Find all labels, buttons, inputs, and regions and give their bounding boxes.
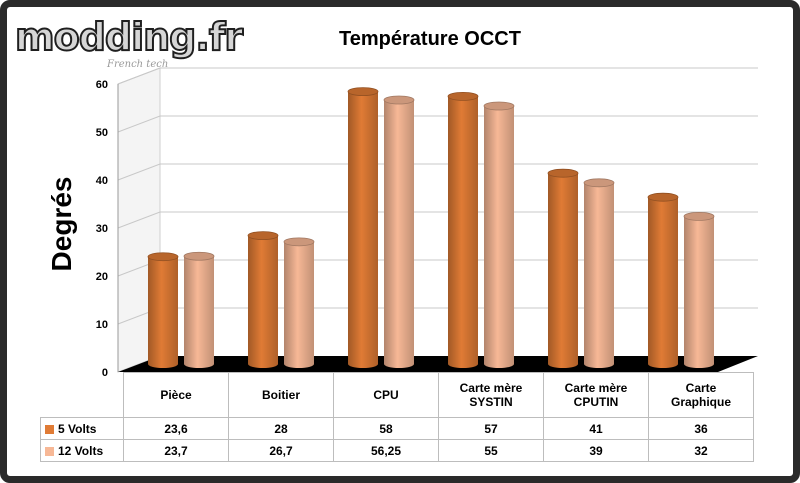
table-row: 5 Volts 23,6 28 58 57 41 36 xyxy=(40,417,754,440)
data-value: 23,7 xyxy=(123,439,229,462)
y-tick-label: 30 xyxy=(96,223,108,235)
bar-top xyxy=(283,237,315,247)
legend-entry: 5 Volts xyxy=(40,417,124,440)
data-value: 57 xyxy=(438,417,544,440)
data-value: 41 xyxy=(543,417,649,440)
data-value: 32 xyxy=(648,439,754,462)
data-value: 28 xyxy=(228,417,334,440)
category-label-line: Carte mère xyxy=(564,381,628,395)
category-label-line: CPU xyxy=(373,388,399,402)
bar-body xyxy=(184,256,214,368)
data-value: 36 xyxy=(648,417,754,440)
bar-top xyxy=(483,101,515,111)
category-label-line: Graphique xyxy=(670,395,731,409)
category-label: Boitier xyxy=(228,372,334,418)
logo-text: modding.fr xyxy=(14,15,244,59)
bar-body xyxy=(584,182,614,368)
table-header-row: Pièce Boitier CPU Carte mère SYSTIN Carte mèr… xyxy=(41,372,754,418)
data-value: 55 xyxy=(438,439,544,462)
bar-top xyxy=(183,251,215,261)
table-row: 12 Volts 23,7 26,7 56,25 55 39 32 xyxy=(40,439,754,462)
bar-body xyxy=(248,235,278,368)
bar-body xyxy=(484,106,514,368)
legend-label: 12 Volts xyxy=(58,443,104,458)
category-label-line: CPUTIN xyxy=(573,395,619,409)
category-label: Carte mère SYSTIN xyxy=(438,372,544,418)
data-value: 58 xyxy=(333,417,439,440)
bar-top xyxy=(683,211,715,221)
bar-top xyxy=(383,95,415,105)
y-tick-label: 0 xyxy=(102,367,108,379)
modding-logo: modding.fr French tech xyxy=(14,15,244,70)
table-corner xyxy=(41,373,124,418)
bar-top xyxy=(547,168,579,178)
logo-tagline: French tech xyxy=(107,59,169,70)
bar-body xyxy=(548,173,578,368)
data-value: 56,25 xyxy=(333,439,439,462)
legend-swatch xyxy=(45,446,54,456)
data-value: 26,7 xyxy=(228,439,334,462)
bar-body xyxy=(684,216,714,368)
data-table: Pièce Boitier CPU Carte mère SYSTIN Carte mèr… xyxy=(40,372,754,462)
category-label: Carte Graphique xyxy=(648,372,754,418)
bar-top xyxy=(147,252,179,262)
y-tick-label: 20 xyxy=(96,271,108,283)
legend-swatch xyxy=(45,424,54,434)
y-tick-label: 50 xyxy=(96,127,108,139)
category-label: Pièce xyxy=(123,372,229,418)
y-tick-label: 40 xyxy=(96,175,108,187)
bar-body xyxy=(348,91,378,368)
y-axis-label: Degrés xyxy=(46,176,77,272)
gridline xyxy=(117,163,758,181)
category-label-line: Pièce xyxy=(160,388,192,402)
legend-entry: 12 Volts xyxy=(40,439,124,462)
bar-body xyxy=(148,256,178,368)
bar-top xyxy=(247,231,279,241)
y-tick-label: 10 xyxy=(96,319,108,331)
bar-body xyxy=(384,100,414,368)
gridline xyxy=(117,67,758,85)
category-label: CPU xyxy=(333,372,439,418)
bar-body xyxy=(648,197,678,368)
bar-top xyxy=(647,192,679,202)
category-label: Carte mère CPUTIN xyxy=(543,372,649,418)
category-label-line: SYSTIN xyxy=(469,395,513,409)
bar-top xyxy=(583,178,615,188)
bar-top xyxy=(447,92,479,101)
bar-body xyxy=(284,241,314,368)
legend-label: 5 Volts xyxy=(58,421,97,436)
data-value: 39 xyxy=(543,439,649,462)
category-label-line: Boitier xyxy=(261,388,300,402)
y-tick-label: 60 xyxy=(96,79,108,91)
data-value: 23,6 xyxy=(123,417,229,440)
bar-top xyxy=(347,87,379,96)
category-label-line: Carte mère xyxy=(459,381,523,395)
category-label-line: Carte xyxy=(685,381,717,395)
gridline xyxy=(117,115,758,133)
bar-body xyxy=(448,96,478,369)
chart-title: Température OCCT xyxy=(339,28,521,50)
